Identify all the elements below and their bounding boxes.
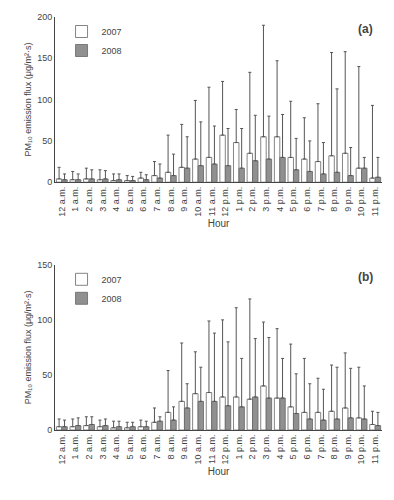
svg-text:7 a.m.: 7 a.m. [152,187,162,212]
svg-text:5 p.m.: 5 p.m. [288,187,298,212]
svg-text:7 p.m.: 7 p.m. [316,187,326,212]
svg-text:2007: 2007 [102,275,122,285]
svg-text:50: 50 [42,136,52,146]
svg-text:0: 0 [47,177,52,187]
svg-text:3 p.m.: 3 p.m. [261,187,271,212]
svg-text:11 a.m.: 11 a.m. [207,435,217,464]
svg-text:12 p.m.: 12 p.m. [220,187,230,217]
svg-text:10 p.m.: 10 p.m. [356,435,366,465]
svg-text:11 p.m.: 11 p.m. [370,435,380,464]
svg-text:200: 200 [37,12,52,22]
svg-text:1 a.m.: 1 a.m. [70,435,80,460]
svg-text:8 a.m.: 8 a.m. [166,435,176,460]
svg-text:PM₁₀ emission flux (μg/m²·s): PM₁₀ emission flux (μg/m²·s) [23,290,33,404]
svg-text:6 a.m.: 6 a.m. [138,435,148,460]
svg-text:8 p.m.: 8 p.m. [329,187,339,212]
svg-text:4 p.m.: 4 p.m. [275,187,285,212]
svg-text:10 a.m.: 10 a.m. [193,187,203,217]
svg-text:12 a.m.: 12 a.m. [57,435,67,465]
svg-text:8 p.m.: 8 p.m. [329,435,339,460]
svg-text:100: 100 [37,315,52,325]
svg-text:1 a.m.: 1 a.m. [70,187,80,212]
svg-text:7 p.m.: 7 p.m. [316,435,326,460]
svg-text:5 p.m.: 5 p.m. [288,435,298,460]
svg-text:Hour: Hour [208,466,230,477]
svg-text:2 p.m.: 2 p.m. [247,187,257,212]
svg-text:(a): (a) [358,22,373,36]
svg-text:2008: 2008 [102,46,122,56]
svg-text:3 p.m.: 3 p.m. [261,435,271,460]
svg-text:9 p.m.: 9 p.m. [343,435,353,460]
svg-text:10 a.m.: 10 a.m. [193,435,203,465]
svg-text:PM₁₀ emission flux (μg/m²·s): PM₁₀ emission flux (μg/m²·s) [23,43,33,157]
svg-text:Hour: Hour [208,218,230,229]
svg-text:5 a.m.: 5 a.m. [125,435,135,460]
svg-text:6 p.m.: 6 p.m. [302,187,312,212]
svg-text:12 a.m.: 12 a.m. [57,187,67,217]
svg-text:150: 150 [37,260,52,270]
svg-text:4 a.m.: 4 a.m. [111,187,121,212]
svg-text:1 p.m.: 1 p.m. [234,187,244,212]
svg-text:11 p.m.: 11 p.m. [370,187,380,216]
svg-text:11 a.m.: 11 a.m. [207,187,217,216]
svg-text:150: 150 [37,53,52,63]
svg-text:8 a.m.: 8 a.m. [166,187,176,212]
svg-text:0: 0 [47,425,52,435]
svg-text:100: 100 [37,95,52,105]
svg-text:12 p.m.: 12 p.m. [220,435,230,465]
svg-text:2007: 2007 [102,27,122,37]
svg-text:10 p.m.: 10 p.m. [356,187,366,217]
svg-text:6 p.m.: 6 p.m. [302,435,312,460]
svg-text:3 a.m.: 3 a.m. [98,435,108,460]
svg-text:2 a.m.: 2 a.m. [84,435,94,460]
svg-text:7 a.m.: 7 a.m. [152,435,162,460]
svg-text:4 a.m.: 4 a.m. [111,435,121,460]
svg-text:2 a.m.: 2 a.m. [84,187,94,212]
svg-text:4 p.m.: 4 p.m. [275,435,285,460]
svg-text:50: 50 [42,370,52,380]
svg-text:5 a.m.: 5 a.m. [125,187,135,212]
svg-text:6 a.m.: 6 a.m. [138,187,148,212]
svg-text:2 p.m.: 2 p.m. [247,435,257,460]
svg-text:9 a.m.: 9 a.m. [179,435,189,460]
svg-text:3 a.m.: 3 a.m. [98,187,108,212]
svg-text:(b): (b) [358,270,373,284]
svg-text:1 p.m.: 1 p.m. [234,435,244,460]
svg-text:2008: 2008 [102,294,122,304]
svg-text:9 p.m.: 9 p.m. [343,187,353,212]
svg-text:9 a.m.: 9 a.m. [179,187,189,212]
